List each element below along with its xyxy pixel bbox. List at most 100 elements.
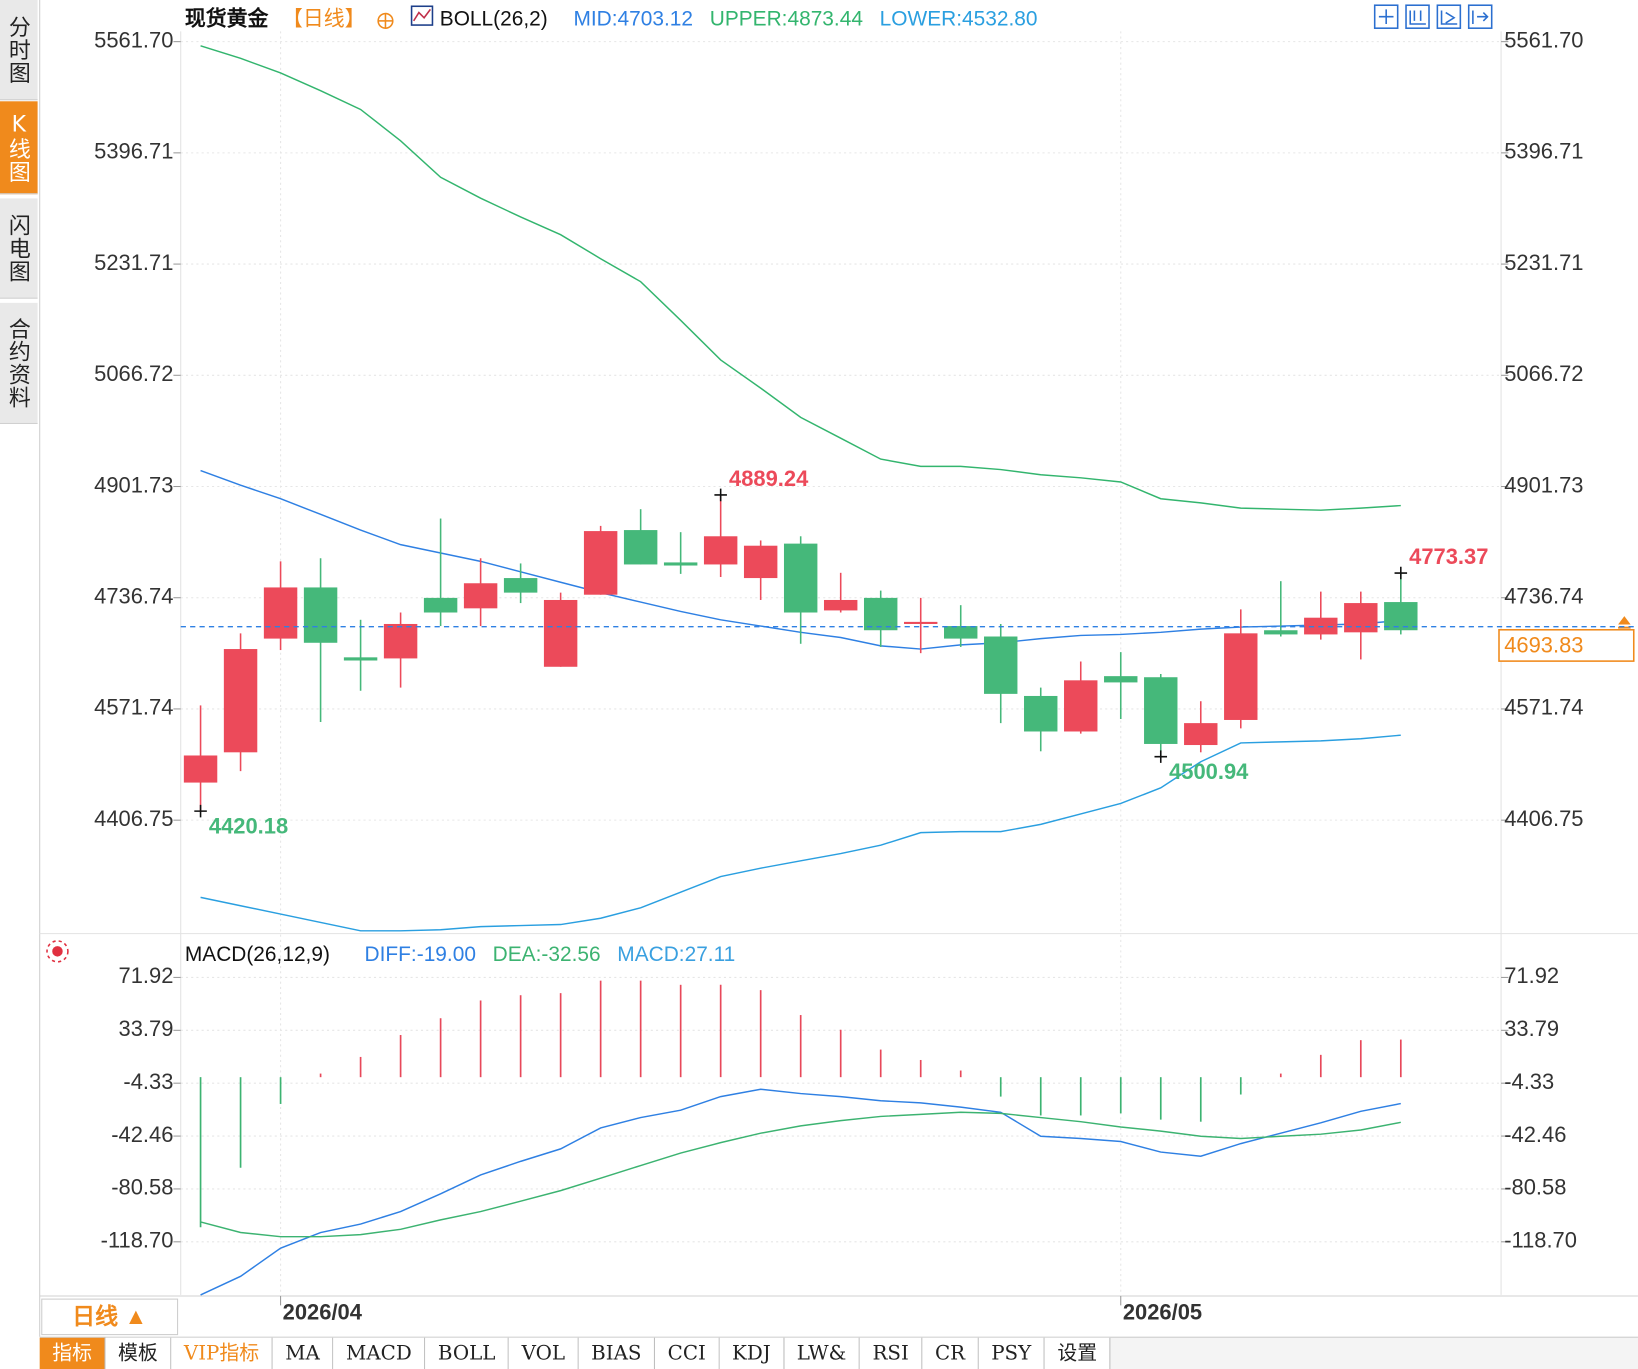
tab[interactable]: BOLL bbox=[425, 1337, 510, 1369]
y-tick-label: 5561.70 bbox=[1504, 27, 1583, 52]
candle-body bbox=[1024, 695, 1058, 732]
candle-body bbox=[1384, 602, 1418, 631]
tab[interactable]: MACD bbox=[333, 1337, 426, 1369]
legend-entry: MID:4703.12 bbox=[573, 7, 693, 30]
add-icon[interactable] bbox=[377, 12, 394, 29]
legend-entry: MACD:27.11 bbox=[617, 943, 735, 966]
tab[interactable]: VOL bbox=[509, 1337, 579, 1369]
candle-body bbox=[1224, 633, 1258, 720]
tab[interactable]: MA bbox=[272, 1337, 334, 1369]
tab[interactable]: KDJ bbox=[719, 1337, 785, 1369]
legend-entry: DIFF:-19.00 bbox=[365, 943, 476, 966]
tab[interactable]: 指标 bbox=[39, 1337, 106, 1369]
macd-title: MACD(26,12,9) bbox=[185, 943, 330, 966]
extreme-marker bbox=[1154, 750, 1168, 763]
toolbar-icons[interactable] bbox=[1373, 4, 1493, 29]
tab[interactable]: BIAS bbox=[578, 1337, 656, 1369]
legend-entry: UPPER:4873.44 bbox=[710, 7, 863, 30]
macd-settings-icon[interactable] bbox=[46, 940, 69, 963]
y-tick-label: 5561.70 bbox=[94, 27, 173, 52]
tab[interactable]: 模板 bbox=[105, 1337, 172, 1369]
chart-title: 现货黄金 bbox=[185, 6, 270, 30]
y-tick-label: 4406.75 bbox=[1504, 806, 1583, 831]
last-price-label: 4693.83 bbox=[1504, 632, 1583, 657]
y-tick-label: 4736.74 bbox=[1504, 584, 1583, 609]
x-tick-label: 2026/05 bbox=[1123, 1300, 1202, 1325]
candle-body bbox=[303, 587, 338, 643]
y-tick-label: 71.92 bbox=[1504, 963, 1559, 988]
candle-body bbox=[863, 597, 898, 631]
y-tick-label: -4.33 bbox=[1504, 1069, 1554, 1094]
candle-body bbox=[1344, 603, 1378, 633]
y-tick-label: 5066.72 bbox=[94, 361, 173, 386]
y-tick-label: 71.92 bbox=[119, 963, 174, 988]
candle-body bbox=[583, 531, 618, 595]
y-tick-label: 4406.75 bbox=[94, 806, 173, 831]
candle-body bbox=[1184, 723, 1218, 746]
last-price-box bbox=[1498, 628, 1635, 662]
y-tick-label: 5396.71 bbox=[94, 139, 173, 164]
tab-bar: 指标 模板 VIP指标 MA MACD BOLL VOL BIAS CCI KDJ LW& RSI CR… bbox=[39, 1336, 1638, 1369]
tab[interactable]: VIP指标 bbox=[171, 1337, 273, 1369]
tab[interactable]: 设置 bbox=[1044, 1337, 1111, 1369]
y-tick-label: -42.46 bbox=[1504, 1122, 1566, 1147]
annotation: 4773.37 bbox=[1409, 544, 1488, 569]
candle-body bbox=[944, 626, 978, 639]
tab[interactable]: LW& bbox=[784, 1337, 860, 1369]
period-button[interactable]: 日线 ▲ bbox=[72, 1303, 147, 1329]
candle-body bbox=[903, 621, 938, 624]
tab[interactable]: PSY bbox=[978, 1337, 1045, 1369]
candle-body bbox=[543, 599, 578, 667]
y-tick-label: 5396.71 bbox=[1504, 139, 1583, 164]
y-tick-label: -42.46 bbox=[111, 1122, 173, 1147]
y-tick-label: 4736.74 bbox=[94, 584, 173, 609]
candle-body bbox=[823, 599, 858, 611]
y-tick-label: 4901.73 bbox=[94, 472, 173, 497]
band-line bbox=[200, 734, 1401, 932]
y-tick-label: 4571.74 bbox=[94, 695, 173, 720]
candle-body bbox=[183, 755, 218, 783]
y-tick-label: 5066.72 bbox=[1504, 361, 1583, 386]
annotation: 4889.24 bbox=[729, 466, 809, 491]
tab[interactable]: RSI bbox=[859, 1337, 923, 1369]
candle-body bbox=[1104, 676, 1138, 683]
legend-entry: LOWER:4532.80 bbox=[880, 7, 1038, 30]
y-tick-label: -4.33 bbox=[123, 1069, 173, 1094]
candle-body bbox=[663, 562, 698, 566]
sidebar-tab[interactable]: 分时图 bbox=[0, 0, 38, 101]
y-tick-label: -80.58 bbox=[1504, 1175, 1566, 1200]
legend-entry: DEA:-32.56 bbox=[493, 943, 601, 966]
y-tick-label: 5231.71 bbox=[94, 250, 173, 275]
extreme-marker bbox=[1394, 566, 1408, 580]
candle-body bbox=[1264, 630, 1298, 635]
sidebar-tab[interactable]: 闪电图 bbox=[0, 198, 38, 299]
x-tick-label: 2026/04 bbox=[283, 1300, 363, 1325]
candle-body bbox=[783, 543, 818, 613]
candle-body bbox=[223, 649, 258, 753]
period-button-box[interactable] bbox=[41, 1298, 179, 1336]
macd-line bbox=[200, 1088, 1401, 1296]
candle-body bbox=[343, 657, 378, 661]
indicator-icon[interactable] bbox=[410, 5, 434, 26]
y-tick-label: -80.58 bbox=[111, 1175, 173, 1200]
sidebar-tab[interactable]: K线图 bbox=[0, 101, 38, 195]
annotation: 4500.94 bbox=[1169, 759, 1249, 784]
tab[interactable]: CR bbox=[922, 1337, 979, 1369]
candle-body bbox=[743, 545, 778, 579]
indicator-label: BOLL(26,2) bbox=[440, 7, 548, 30]
candle-body bbox=[383, 623, 418, 659]
sidebar-tab[interactable]: 合约资料 bbox=[0, 302, 38, 424]
y-tick-label: 4901.73 bbox=[1504, 472, 1583, 497]
extreme-marker bbox=[714, 488, 727, 502]
tab[interactable]: CCI bbox=[655, 1337, 720, 1369]
price-marker-icon bbox=[1618, 616, 1631, 629]
candle-body bbox=[463, 583, 498, 609]
candle-body bbox=[423, 597, 458, 613]
y-tick-label: 33.79 bbox=[1504, 1016, 1559, 1041]
macd-line bbox=[200, 1111, 1401, 1238]
annotation: 4420.18 bbox=[209, 814, 288, 839]
extreme-marker bbox=[194, 804, 207, 818]
candle-body bbox=[503, 578, 538, 593]
candle-body bbox=[623, 530, 658, 565]
